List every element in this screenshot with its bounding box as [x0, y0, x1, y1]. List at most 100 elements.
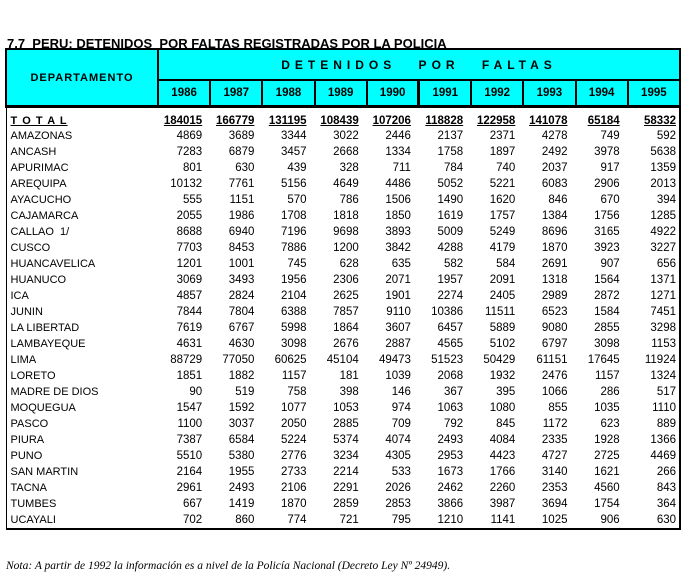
dept-header-cell: DEPARTAMENTO: [5, 48, 159, 108]
table-header: DEPARTAMENTO DETENIDOS POR FALTAS 1986 19…: [5, 48, 682, 108]
value-cell: 6797: [541, 338, 568, 350]
value-cell: 2885: [333, 418, 359, 430]
value-cell: 5374: [333, 434, 359, 446]
value-cell: 630: [235, 162, 255, 174]
value-cell: 9080: [541, 322, 568, 334]
value-cell: 2353: [541, 482, 568, 494]
value-cell: 1366: [627, 432, 682, 448]
value-cell: 795: [366, 512, 419, 530]
value-cell: 1200: [333, 242, 359, 254]
value-cell: 2068: [437, 370, 464, 382]
value-cell: 584: [496, 258, 516, 270]
value-cell: 774: [262, 512, 315, 530]
value-cell: 5224: [280, 434, 307, 446]
value-cell: 7196: [280, 226, 307, 238]
value-cell: 7886: [280, 242, 307, 254]
value-cell: 184015: [163, 115, 203, 127]
value-cell: 181: [339, 370, 359, 382]
stats-table: DEPARTAMENTO DETENIDOS POR FALTAS 1986 19…: [5, 48, 682, 530]
value-cell: 917: [600, 162, 620, 174]
value-cell: 2668: [333, 146, 359, 158]
value-cell: 1324: [627, 368, 682, 384]
value-cell: 4727: [541, 450, 568, 462]
value-cell: 6879: [228, 146, 255, 158]
table-row: JUNIN 7844 7804 6388 7857 9110 10386 11511 6523 1…: [5, 304, 682, 320]
value-cell: 3022: [333, 130, 359, 142]
value-cell: 4084: [489, 434, 516, 446]
value-cell: 628: [339, 258, 359, 270]
value-cell: 1271: [627, 288, 682, 304]
value-cell: 2335: [541, 434, 568, 446]
value-cell: 166779: [216, 115, 255, 127]
value-cell: 118828: [425, 115, 464, 127]
value-cell: 1025: [523, 512, 576, 530]
dept-name-cell: AMAZONAS: [5, 128, 158, 144]
value-cell: 50429: [483, 354, 516, 366]
value-cell: 6523: [541, 306, 568, 318]
value-cell: 667: [183, 498, 203, 510]
value-cell: 1063: [437, 402, 464, 414]
value-cell: 8688: [176, 226, 203, 238]
value-cell: 1172: [542, 418, 568, 430]
dept-name-cell: PASCO: [5, 416, 158, 432]
value-cell: 7804: [228, 306, 255, 318]
value-cell: 1932: [489, 370, 516, 382]
value-cell: 5889: [489, 322, 516, 334]
table-row: AYACUCHO 555 1151 570 786 1506 1490 1620 846 670 3…: [5, 192, 682, 208]
value-cell: 745: [287, 258, 307, 270]
dept-name-cell: LA LIBERTAD: [5, 320, 158, 336]
value-cell: 1901: [385, 290, 411, 302]
value-cell: 1100: [177, 418, 203, 430]
value-cell: 721: [314, 512, 367, 530]
value-cell: 2493: [228, 482, 255, 494]
value-cell: 2887: [385, 338, 411, 350]
year-header-cell: 1993: [522, 79, 577, 108]
value-cell: 846: [548, 194, 568, 206]
value-cell: 702: [158, 512, 211, 530]
value-cell: 2371: [489, 130, 516, 142]
value-cell: 364: [627, 496, 682, 512]
value-cell: 1592: [228, 402, 255, 414]
table-row: PASCO 1100 3037 2050 2885 709 792 845 1172 623 889: [5, 416, 682, 432]
value-cell: 1870: [541, 242, 568, 254]
value-cell: 1547: [176, 402, 203, 414]
table-row: ICA 4857 2824 2104 2625 1901 2274 2405 2989 2872 1…: [5, 288, 682, 304]
dept-name-cell: T O T A L: [5, 106, 158, 128]
year-header-cell: 1991: [417, 79, 473, 108]
table-row: SAN MARTIN 2164 1955 2733 2214 533 1673 1766 314…: [5, 464, 682, 480]
value-cell: 7387: [176, 434, 203, 446]
value-cell: 328: [339, 162, 359, 174]
value-cell: 1621: [594, 466, 620, 478]
year-header-cell: 1988: [261, 79, 316, 108]
value-cell: 3037: [228, 418, 255, 430]
value-cell: 108439: [320, 115, 359, 127]
value-cell: 974: [391, 402, 411, 414]
value-cell: 3493: [228, 274, 255, 286]
dept-name-cell: APURIMAC: [5, 160, 158, 176]
value-cell: 4423: [489, 450, 516, 462]
value-cell: 3098: [280, 338, 307, 350]
value-cell: 801: [183, 162, 203, 174]
value-cell: 7703: [176, 242, 203, 254]
year-header-cell: 1990: [365, 79, 420, 108]
value-cell: 3227: [627, 240, 682, 256]
value-cell: 3694: [541, 498, 568, 510]
value-cell: 77050: [222, 354, 255, 366]
title-line1: 7.7 PERU: DETENIDOS POR FALTAS REGISTRAD…: [7, 36, 447, 51]
value-cell: 1077: [280, 402, 307, 414]
value-cell: 758: [287, 386, 307, 398]
dept-name-cell: UCAYALI: [5, 512, 158, 530]
table-body: T O T A L 184015 166779 131195 108439 107206 1…: [5, 106, 682, 530]
value-cell: 6457: [437, 322, 464, 334]
value-cell: 7451: [627, 304, 682, 320]
value-cell: 3842: [385, 242, 411, 254]
value-cell: 3298: [627, 320, 682, 336]
value-cell: 7619: [176, 322, 203, 334]
value-cell: 1157: [594, 370, 620, 382]
dept-name-cell: ICA: [5, 288, 158, 304]
value-cell: 2859: [333, 498, 359, 510]
value-cell: 1066: [541, 386, 568, 398]
value-cell: 860: [210, 512, 263, 530]
value-cell: 1850: [385, 210, 411, 222]
value-cell: 17645: [587, 354, 620, 366]
